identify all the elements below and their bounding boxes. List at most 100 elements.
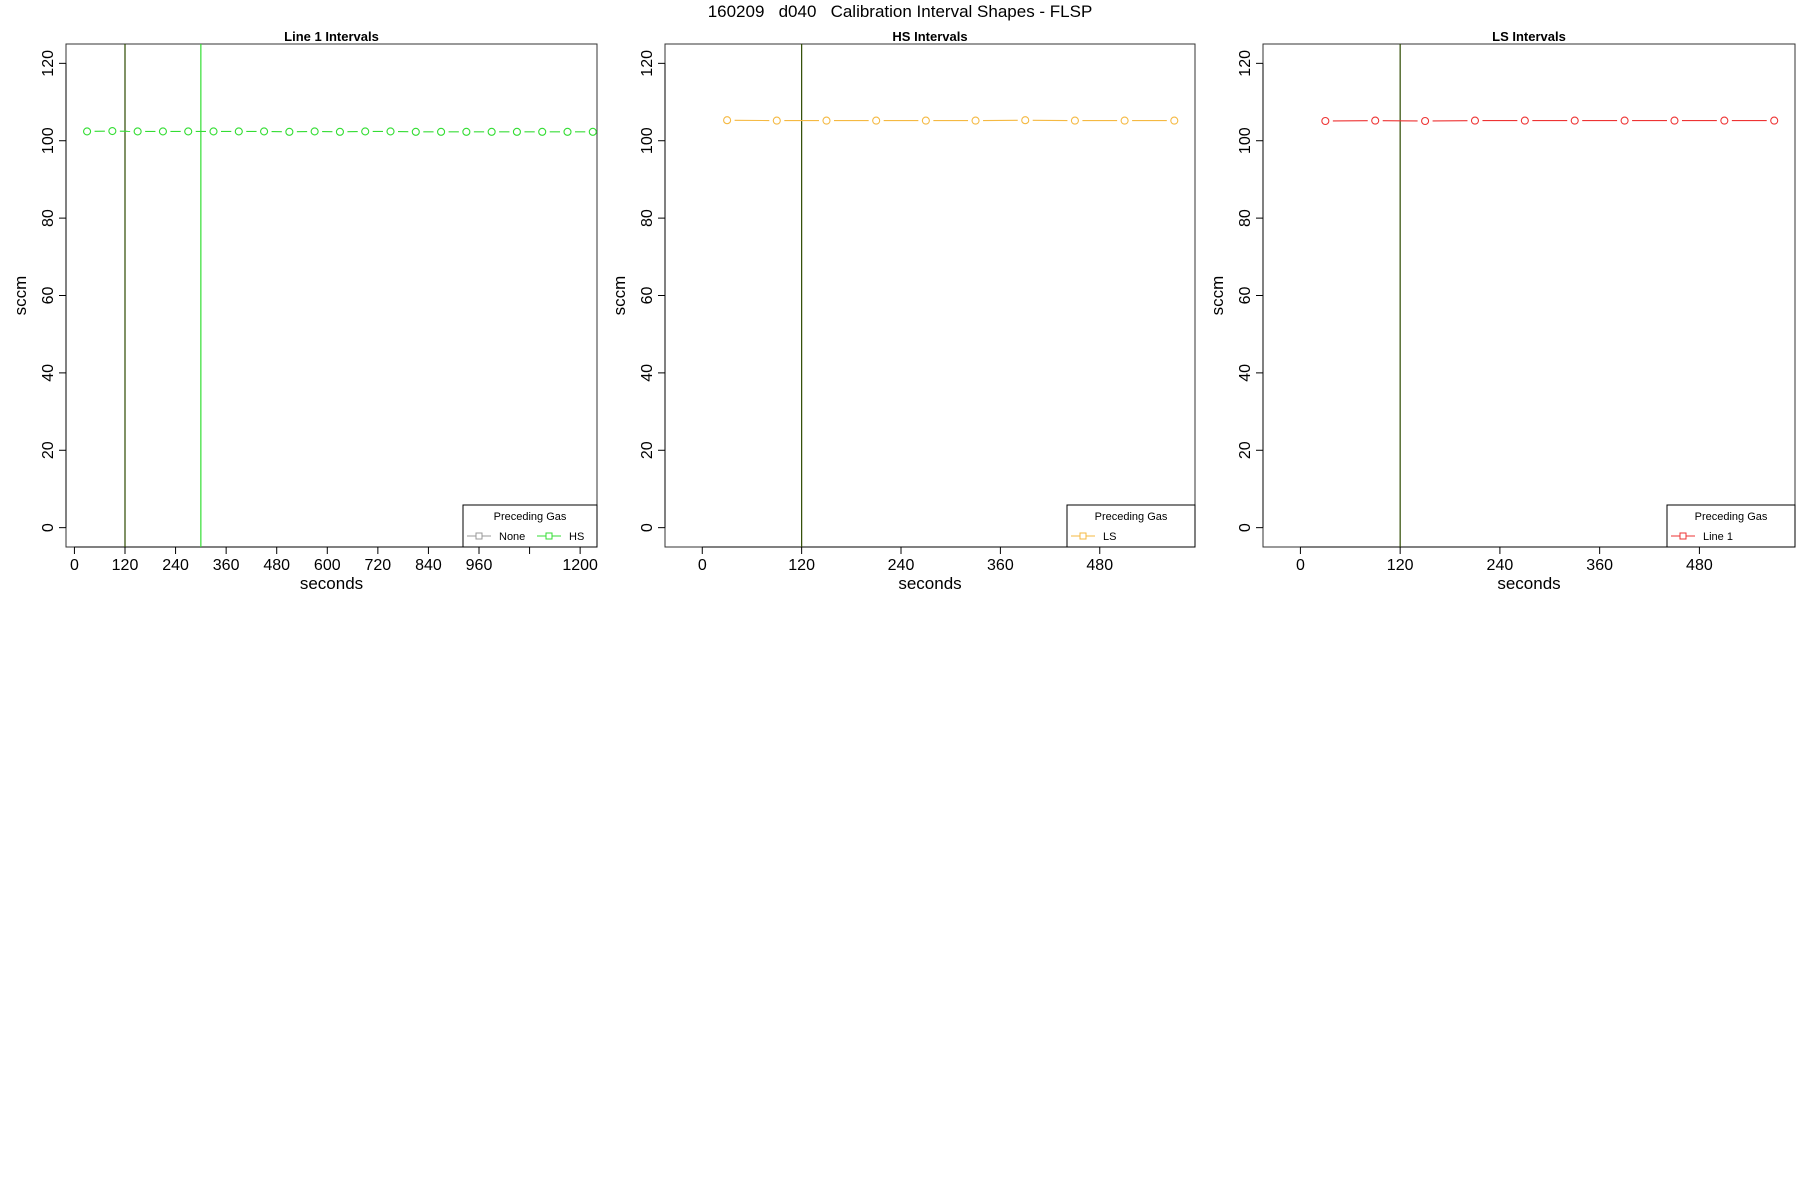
panel-1-data-point bbox=[437, 127, 446, 136]
panel-1-data-point bbox=[158, 127, 167, 136]
panel-2-data-point bbox=[872, 116, 881, 125]
panel-2-x-tick-label: 240 bbox=[888, 557, 915, 574]
panel-1-data-point bbox=[310, 127, 319, 136]
panel-3-data-point bbox=[1421, 116, 1430, 126]
panel-1-data-point bbox=[83, 127, 92, 136]
panel-1-plot-frame bbox=[65, 43, 598, 548]
panel-3-y-tick-label: 0 bbox=[1237, 523, 1254, 532]
panel-3-y-tick-label: 60 bbox=[1237, 287, 1254, 305]
panel-2-legend-title: Preceding Gas bbox=[1095, 511, 1168, 523]
panel-2-title: HS Intervals bbox=[892, 29, 967, 44]
panel-2-y-tick-label: 100 bbox=[639, 127, 656, 154]
panel-1-legend-title: Preceding Gas bbox=[494, 511, 567, 523]
panel-2-plot-frame bbox=[664, 43, 1196, 548]
panel-2-x-tick-label: 360 bbox=[987, 557, 1014, 574]
figure-title: 160209 d040 Calibration Interval Shapes … bbox=[707, 2, 1093, 21]
panel-1-data-point bbox=[512, 127, 521, 136]
panel-1-data-point bbox=[184, 127, 193, 136]
panel-1-legend-label: None bbox=[499, 531, 525, 543]
panel-1-x-tick-label: 960 bbox=[466, 557, 493, 574]
panel-1-x-tick-label: 0 bbox=[70, 557, 79, 574]
panel-2-data-point bbox=[1170, 116, 1179, 125]
panel-2-y-tick-label: 80 bbox=[639, 209, 656, 227]
panel-2-data-point bbox=[822, 116, 831, 125]
panel-1-data-point bbox=[260, 127, 269, 136]
panel-1-x-tick-label: 480 bbox=[263, 557, 290, 574]
panel-1-legend-swatch-marker bbox=[545, 532, 553, 540]
panel-2-x-tick-label: 120 bbox=[788, 557, 815, 574]
panel-3-x-tick-label: 480 bbox=[1686, 557, 1713, 574]
panel-1-y-tick-label: 80 bbox=[40, 209, 57, 227]
panel-3-x-tick-label: 0 bbox=[1296, 557, 1305, 574]
panel-1-data-point bbox=[411, 127, 420, 136]
panel-3-plot-frame bbox=[1262, 43, 1796, 548]
panel-2-x-tick-label: 480 bbox=[1086, 557, 1113, 574]
panel-3-title: LS Intervals bbox=[1492, 29, 1566, 44]
panel-1-y-tick-label: 100 bbox=[40, 127, 57, 154]
panel-1-y-tick-label: 120 bbox=[40, 50, 57, 77]
panel-1-data-point bbox=[563, 127, 572, 136]
panel-1-data-point bbox=[335, 127, 344, 136]
panel-2-data-point bbox=[1120, 116, 1129, 125]
panel-2-x-tick-label: 0 bbox=[698, 557, 707, 574]
panel-1-y-tick-label: 60 bbox=[40, 287, 57, 305]
panel-3-data-point bbox=[1670, 116, 1679, 125]
panel-2-data-point bbox=[772, 116, 781, 125]
panel-3-y-tick-label: 100 bbox=[1237, 127, 1254, 154]
panel-2-data-point bbox=[1021, 116, 1030, 125]
panel-1-x-tick-label: 720 bbox=[365, 557, 392, 574]
panel-2-data-point bbox=[1070, 116, 1079, 125]
panel-2-data-point bbox=[921, 116, 930, 125]
panel-3-x-tick-label: 120 bbox=[1387, 557, 1414, 574]
panel-1-x-tick-label: 120 bbox=[112, 557, 139, 574]
panel-1-legend-label: HS bbox=[569, 531, 584, 543]
panel-1-y-tick-label: 40 bbox=[40, 364, 57, 382]
panel-3-y-tick-label: 120 bbox=[1237, 50, 1254, 77]
panel-3-data-point bbox=[1570, 116, 1579, 125]
panel-3-data-point bbox=[1520, 116, 1529, 125]
panel-3-data-point bbox=[1371, 116, 1380, 125]
panel-3-y-axis-label: sccm bbox=[1208, 276, 1227, 316]
panel-1-x-tick-label: 360 bbox=[213, 557, 240, 574]
panel-2-y-tick-label: 40 bbox=[639, 364, 656, 382]
panel-1-data-point bbox=[462, 127, 471, 136]
panel-1-data-point bbox=[538, 127, 547, 136]
panel-1-x-tick-label: 840 bbox=[415, 557, 442, 574]
panel-1-data-point bbox=[285, 127, 294, 136]
panel-2-y-axis-label: sccm bbox=[610, 276, 629, 316]
panel-2-legend-label: LS bbox=[1103, 531, 1116, 543]
panel-1-x-axis-label: seconds bbox=[300, 574, 363, 593]
panel-1-y-tick-label: 20 bbox=[40, 441, 57, 459]
panel-2-y-tick-label: 60 bbox=[639, 287, 656, 305]
panel-3-data-point bbox=[1720, 116, 1729, 125]
panel-3-data-point bbox=[1770, 116, 1779, 125]
panel-1-data-point bbox=[133, 127, 142, 136]
panel-1-data-point bbox=[588, 127, 597, 136]
panel-3-y-tick-label: 20 bbox=[1237, 441, 1254, 459]
panel-3-data-point bbox=[1620, 116, 1629, 125]
panel-3-data-point bbox=[1470, 116, 1480, 125]
panel-1-legend-swatch-marker bbox=[475, 532, 483, 540]
panel-3-x-tick-label: 240 bbox=[1487, 557, 1514, 574]
panel-2-legend-swatch-marker bbox=[1079, 532, 1087, 540]
panel-1-y-tick-label: 0 bbox=[40, 523, 57, 532]
panel-3-legend-title: Preceding Gas bbox=[1695, 511, 1768, 523]
panel-2-y-tick-label: 0 bbox=[639, 523, 656, 532]
panel-1-title: Line 1 Intervals bbox=[284, 29, 379, 44]
panel-1-x-tick-label: 1200 bbox=[562, 557, 598, 574]
panel-2-x-axis-label: seconds bbox=[898, 574, 961, 593]
panel-3-y-tick-label: 80 bbox=[1237, 209, 1254, 227]
panel-1-legend-box bbox=[462, 504, 598, 548]
panel-1-y-axis-label: sccm bbox=[11, 276, 30, 316]
panel-3-data-point bbox=[1321, 116, 1330, 126]
panel-2-legend-box bbox=[1066, 504, 1196, 548]
panel-3-y-tick-label: 40 bbox=[1237, 364, 1254, 382]
panel-3-legend-label: Line 1 bbox=[1703, 531, 1733, 543]
panel-3-legend-swatch-marker bbox=[1679, 532, 1687, 540]
panel-3-x-axis-label: seconds bbox=[1497, 574, 1560, 593]
panel-3-legend-box bbox=[1666, 504, 1796, 548]
panel-2-y-tick-label: 120 bbox=[639, 50, 656, 77]
panel-1-x-tick-label: 240 bbox=[162, 557, 189, 574]
panel-1-data-point bbox=[386, 127, 395, 136]
